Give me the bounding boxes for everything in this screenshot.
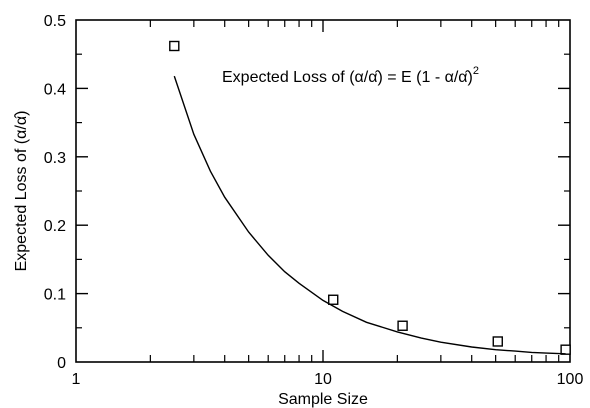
x-axis-title: Sample Size — [278, 391, 368, 408]
annotation-superscript: 2 — [473, 65, 479, 77]
y-tick-label: 0.2 — [44, 218, 66, 235]
y-tick-label: 0.3 — [44, 150, 66, 167]
data-marks — [169, 40, 571, 355]
data-point — [328, 294, 339, 305]
tick-labels: 0 0.1 0.2 0.3 0.4 0.5 1 10 100 — [44, 13, 584, 388]
chart-annotation: Expected Loss of (α/α̂) = E (1 - α/α̂)2 — [222, 65, 479, 86]
y-tick-label: 0.1 — [44, 287, 66, 304]
data-point — [492, 336, 503, 347]
x-tick-label: 100 — [557, 371, 584, 388]
y-tick-label: 0 — [57, 355, 66, 372]
plot-area — [75, 19, 571, 363]
x-tick-label: 1 — [72, 371, 81, 388]
data-point — [560, 344, 571, 355]
x-tick-label: 10 — [314, 371, 332, 388]
fitted-curve — [173, 75, 566, 355]
data-point — [169, 40, 180, 52]
data-point — [397, 320, 408, 331]
annotation-text: Expected Loss of (α/α̂) = E (1 - α/α̂) — [222, 69, 473, 86]
y-axis-title: Expected Loss of (α/α̂) — [13, 111, 30, 272]
y-tick-label: 0.4 — [44, 81, 66, 98]
y-tick-label: 0.5 — [44, 13, 66, 30]
